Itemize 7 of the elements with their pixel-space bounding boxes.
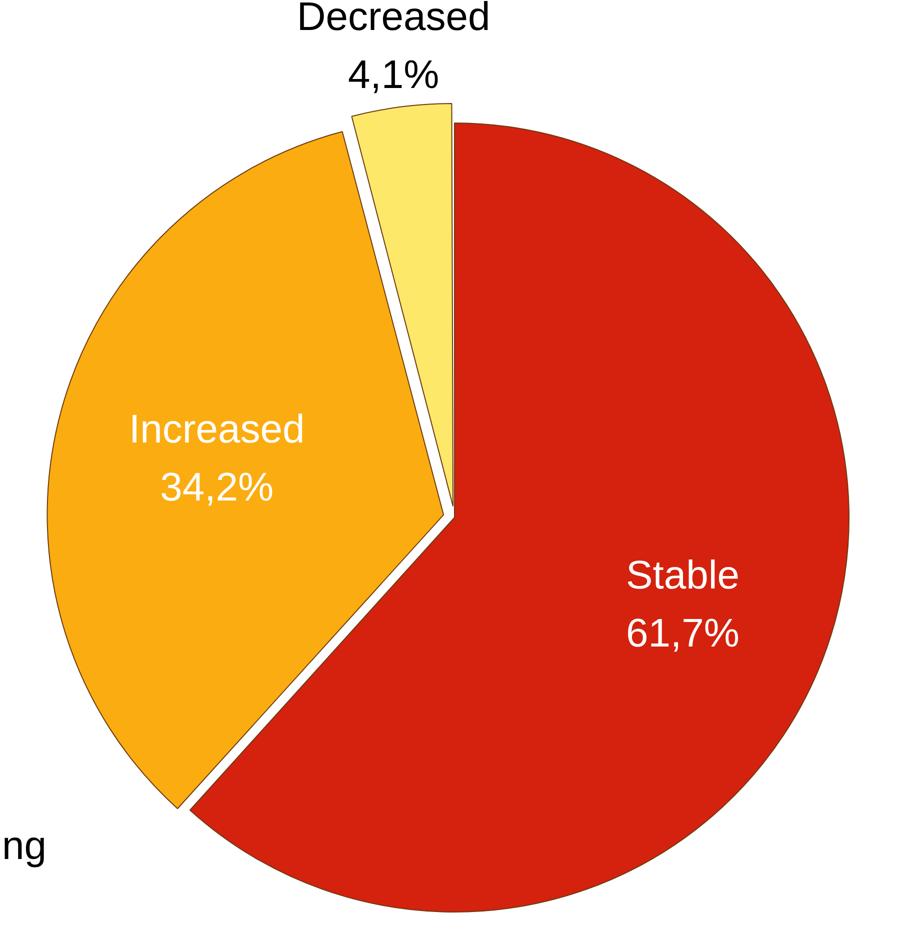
text: ng (2, 824, 46, 868)
slice-label: Stable (626, 553, 740, 598)
slice-label: Increased (129, 408, 305, 452)
slice-label: Decreased (296, 0, 490, 39)
data-label: 4,1% (348, 52, 440, 97)
data-label: 61,7% (626, 611, 740, 656)
data-label: 34,2% (160, 466, 274, 510)
